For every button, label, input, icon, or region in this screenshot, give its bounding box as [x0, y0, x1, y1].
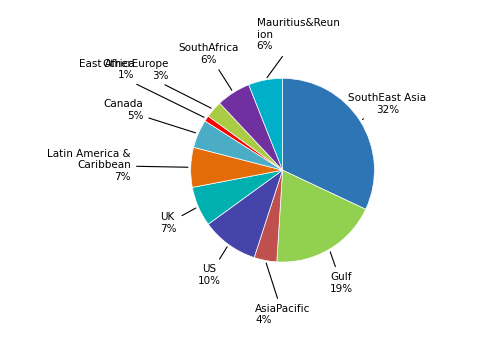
Text: SouthEast Asia
32%: SouthEast Asia 32% [348, 93, 426, 119]
Text: AsiaPacific
4%: AsiaPacific 4% [255, 263, 310, 325]
Text: OtherEurope
3%: OtherEurope 3% [102, 59, 211, 108]
Text: SouthAfrica
6%: SouthAfrica 6% [178, 43, 239, 90]
Wedge shape [194, 121, 282, 170]
Wedge shape [190, 147, 282, 187]
Wedge shape [254, 170, 282, 262]
Wedge shape [208, 103, 282, 170]
Text: UK
7%: UK 7% [160, 208, 196, 234]
Wedge shape [205, 116, 282, 170]
Text: Gulf
19%: Gulf 19% [330, 252, 352, 294]
Wedge shape [248, 78, 282, 170]
Wedge shape [277, 170, 366, 262]
Text: US
10%: US 10% [198, 247, 227, 286]
Text: Latin America &
Caribbean
7%: Latin America & Caribbean 7% [48, 149, 188, 182]
Wedge shape [208, 170, 282, 258]
Wedge shape [192, 170, 282, 224]
Text: Mauritius&Reun
ion
6%: Mauritius&Reun ion 6% [256, 18, 340, 78]
Text: Canada
5%: Canada 5% [104, 99, 196, 133]
Wedge shape [282, 78, 374, 209]
Text: East Africa
1%: East Africa 1% [78, 59, 204, 117]
Wedge shape [220, 85, 282, 170]
